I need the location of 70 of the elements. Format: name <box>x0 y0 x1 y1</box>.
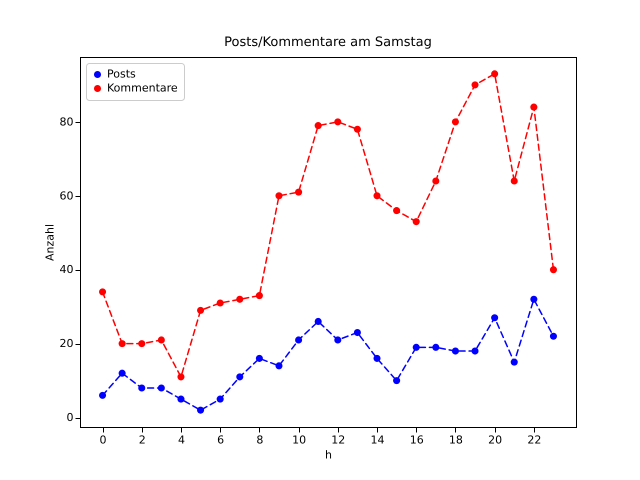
point <box>472 348 479 355</box>
x-tick-label: 22 <box>527 434 542 446</box>
point <box>216 299 224 307</box>
point <box>314 318 322 325</box>
point <box>530 104 538 111</box>
x-tick-label: 10 <box>292 434 306 446</box>
point <box>373 354 381 362</box>
point <box>256 354 263 362</box>
point <box>158 336 165 344</box>
legend-label: Kommentare <box>107 82 178 94</box>
point <box>393 207 400 214</box>
x-axis-title: h <box>325 448 332 462</box>
point <box>510 177 518 185</box>
point <box>334 336 342 344</box>
point <box>432 177 440 185</box>
x-tick-label: 14 <box>370 434 385 446</box>
point <box>334 118 342 126</box>
x-tick-label: 8 <box>256 434 264 446</box>
point <box>295 336 302 344</box>
point <box>295 188 302 196</box>
point <box>158 384 165 392</box>
x-tick-label: 6 <box>217 434 224 446</box>
point <box>118 340 126 348</box>
point <box>138 340 146 348</box>
x-tick-label: 18 <box>448 434 463 446</box>
x-tick-label: 2 <box>138 434 146 446</box>
point <box>452 118 459 126</box>
point <box>354 126 361 133</box>
y-axis-title: Anzahl <box>44 224 57 262</box>
point <box>216 396 224 403</box>
x-tick-label: 20 <box>488 434 502 446</box>
point <box>354 329 361 336</box>
legend-label: Posts <box>107 68 136 80</box>
point <box>432 344 440 351</box>
x-tick-label: 4 <box>178 434 185 446</box>
point <box>412 344 420 351</box>
point <box>530 296 538 303</box>
point <box>412 218 420 226</box>
point <box>472 81 479 88</box>
point <box>452 348 459 355</box>
chart-title: Posts/Kommentare am Samstag <box>224 35 432 50</box>
point <box>275 362 283 370</box>
point <box>197 406 204 414</box>
point <box>236 296 244 303</box>
point <box>197 306 204 314</box>
point <box>177 373 184 380</box>
y-tick-label: 80 <box>60 115 74 128</box>
point <box>177 396 184 403</box>
point <box>550 266 557 274</box>
y-tick-label: 60 <box>60 189 74 202</box>
point <box>550 332 557 340</box>
point <box>510 358 518 366</box>
point <box>138 384 146 392</box>
point <box>491 70 498 78</box>
point <box>373 192 381 200</box>
point <box>314 122 322 130</box>
y-tick-label: 20 <box>60 337 74 350</box>
x-tick-label: 0 <box>100 434 107 446</box>
point <box>275 192 283 200</box>
point <box>99 392 106 399</box>
x-tick-label: 12 <box>331 434 346 446</box>
point <box>256 292 263 300</box>
y-tick-label: 40 <box>60 263 74 276</box>
y-tick-label: 0 <box>66 411 74 424</box>
point <box>99 288 106 296</box>
point <box>118 370 126 377</box>
point <box>491 314 498 322</box>
x-tick-label: 16 <box>410 434 424 446</box>
point <box>236 373 244 380</box>
point <box>393 377 400 384</box>
